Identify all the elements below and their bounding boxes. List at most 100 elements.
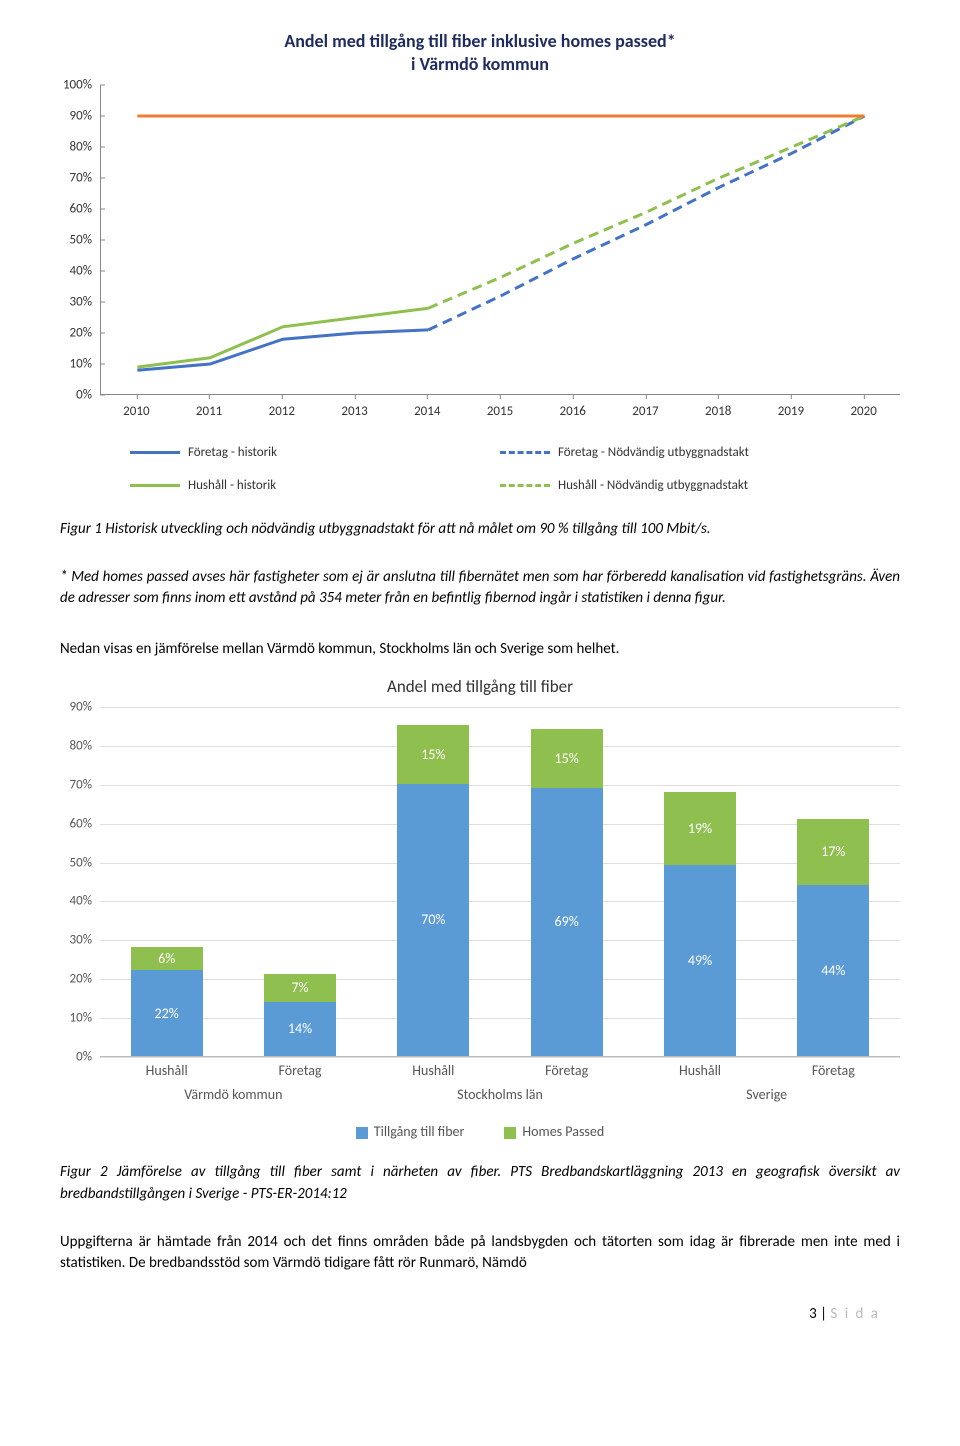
stacked-bar: 15% 69% bbox=[531, 729, 603, 1056]
chart1-xtick: 2016 bbox=[560, 404, 586, 419]
chart1-ytick: 0% bbox=[50, 387, 100, 402]
chart1-xtick: 2011 bbox=[196, 404, 222, 419]
chart1-xtick: 2015 bbox=[487, 404, 513, 419]
bar-value-label: 49% bbox=[688, 952, 712, 969]
chart2-gridline bbox=[100, 1018, 900, 1019]
legend-swatch-icon bbox=[356, 1127, 368, 1139]
bar-seg-fiber: 69% bbox=[531, 788, 603, 1056]
chart1-ytick: 20% bbox=[50, 325, 100, 340]
chart1-xtick: 2012 bbox=[269, 404, 295, 419]
figure1-caption: Figur 1 Historisk utveckling och nödvänd… bbox=[60, 519, 900, 541]
chart1-ytick: 60% bbox=[50, 201, 100, 216]
chart1-svg bbox=[101, 85, 900, 394]
chart1-plot-area: 0%10%20%30%40%50%60%70%80%90%100%2010201… bbox=[50, 85, 910, 425]
chart1-legend: Företag - historik Företag - Nödvändig ut… bbox=[130, 445, 830, 493]
chart1-xtick: 2018 bbox=[705, 404, 731, 419]
legend-label: Homes Passed bbox=[522, 1123, 604, 1140]
chart1-ytick: 70% bbox=[50, 170, 100, 185]
bar-seg-homes-passed: 19% bbox=[664, 792, 736, 866]
chart1-series-foretag_proj bbox=[428, 116, 864, 330]
chart2-gridline bbox=[100, 746, 900, 747]
chart1-ytick: 30% bbox=[50, 294, 100, 309]
chart2-category-label: Företag bbox=[278, 1062, 321, 1079]
legend-item: Hushåll - historik bbox=[130, 478, 460, 493]
chart2-category-label: Hushåll bbox=[146, 1062, 188, 1079]
bar-chart-fiber-comparison: Andel med tillgång till fiber 6%22%7%14%… bbox=[50, 676, 910, 1140]
chart2-group-label: Stockholms län bbox=[457, 1086, 543, 1103]
legend-item: Hushåll - Nödvändig utbyggnadstakt bbox=[500, 478, 830, 493]
chart2-title: Andel med tillgång till fiber bbox=[50, 676, 910, 697]
legend-label: Hushåll - Nödvändig utbyggnadstakt bbox=[558, 478, 748, 493]
legend-swatch-icon bbox=[504, 1127, 516, 1139]
page-footer: 3 | S i d a bbox=[50, 1305, 910, 1323]
bar-seg-fiber: 14% bbox=[264, 1002, 336, 1056]
bar-value-label: 15% bbox=[421, 746, 445, 763]
legend-line-icon bbox=[130, 451, 180, 454]
stacked-bar: 15% 70% bbox=[397, 725, 469, 1056]
bar-seg-fiber: 70% bbox=[397, 784, 469, 1056]
figure2-caption: Figur 2 Jämförelse av tillgång till fibe… bbox=[60, 1162, 900, 1206]
comparison-intro: Nedan visas en jämförelse mellan Värmdö … bbox=[60, 640, 900, 658]
chart2-ytick: 50% bbox=[50, 855, 100, 870]
bar-seg-homes-passed: 15% bbox=[531, 729, 603, 787]
chart1-ytick: 80% bbox=[50, 139, 100, 154]
legend-label: Företag - historik bbox=[188, 445, 277, 460]
bar-value-label: 14% bbox=[288, 1020, 312, 1037]
chart1-title-line1: Andel med tillgång till fiber inklusive … bbox=[50, 30, 910, 53]
bar-value-label: 70% bbox=[421, 911, 445, 928]
bar-value-label: 19% bbox=[688, 820, 712, 837]
bar-value-label: 69% bbox=[555, 913, 579, 930]
legend-item: Företag - historik bbox=[130, 445, 460, 460]
chart2-ytick: 90% bbox=[50, 700, 100, 715]
chart1-xtick: 2010 bbox=[123, 404, 149, 419]
chart2-category-label: Hushåll bbox=[412, 1062, 454, 1079]
chart1-title: Andel med tillgång till fiber inklusive … bbox=[50, 30, 910, 77]
stacked-bar: 17% 44% bbox=[797, 819, 869, 1056]
chart2-ytick: 40% bbox=[50, 894, 100, 909]
chart2-legend: Tillgång till fiber Homes Passed bbox=[50, 1123, 910, 1140]
page-number: 3 bbox=[809, 1305, 817, 1323]
bar-value-label: 44% bbox=[821, 962, 845, 979]
chart2-gridline bbox=[100, 785, 900, 786]
chart2-plot-area: 6%22%7%14%15%70%15%69%19%49%17%44% 0%10%… bbox=[50, 707, 910, 1117]
chart1-xtick: 2019 bbox=[778, 404, 804, 419]
chart2-gridline bbox=[100, 940, 900, 941]
bar-value-label: 7% bbox=[291, 979, 308, 996]
chart1-ytick: 90% bbox=[50, 108, 100, 123]
legend-label: Tillgång till fiber bbox=[374, 1123, 465, 1140]
chart2-gridline bbox=[100, 863, 900, 864]
chart2-gridline bbox=[100, 1057, 900, 1058]
chart2-gridline bbox=[100, 707, 900, 708]
chart2-category-label: Hushåll bbox=[679, 1062, 721, 1079]
line-chart-fiber-access: Andel med tillgång till fiber inklusive … bbox=[50, 30, 910, 493]
chart2-gridline bbox=[100, 901, 900, 902]
chart2-gridline bbox=[100, 979, 900, 980]
bar-value-label: 17% bbox=[821, 843, 845, 860]
page-separator: | bbox=[820, 1305, 830, 1323]
chart1-xtick: 2017 bbox=[632, 404, 658, 419]
bar-seg-fiber: 49% bbox=[664, 865, 736, 1056]
chart2-ytick: 10% bbox=[50, 1011, 100, 1026]
legend-line-icon bbox=[500, 484, 550, 487]
chart1-series-foretag_hist bbox=[137, 330, 428, 370]
page-label: S i d a bbox=[830, 1305, 880, 1323]
legend-line-icon bbox=[130, 484, 180, 487]
stacked-bar: 19% 49% bbox=[664, 792, 736, 1056]
chart2-group-label: Värmdö kommun bbox=[184, 1086, 282, 1103]
chart1-xtick: 2013 bbox=[341, 404, 367, 419]
bar-seg-fiber: 44% bbox=[797, 885, 869, 1056]
chart1-xtick: 2020 bbox=[850, 404, 876, 419]
chart2-gridline bbox=[100, 824, 900, 825]
legend-label: Företag - Nödvändig utbyggnadstakt bbox=[558, 445, 749, 460]
chart2-category-label: Företag bbox=[812, 1062, 855, 1079]
chart2-category-label: Företag bbox=[545, 1062, 588, 1079]
chart2-ytick: 70% bbox=[50, 777, 100, 792]
chart2-ytick: 60% bbox=[50, 816, 100, 831]
chart1-ytick: 100% bbox=[50, 77, 100, 92]
chart2-legend-item: Homes Passed bbox=[504, 1123, 604, 1140]
chart2-ytick: 20% bbox=[50, 972, 100, 987]
bar-value-label: 15% bbox=[555, 750, 579, 767]
legend-line-icon bbox=[500, 451, 550, 454]
bar-seg-homes-passed: 6% bbox=[131, 947, 203, 970]
legend-label: Hushåll - historik bbox=[188, 478, 276, 493]
